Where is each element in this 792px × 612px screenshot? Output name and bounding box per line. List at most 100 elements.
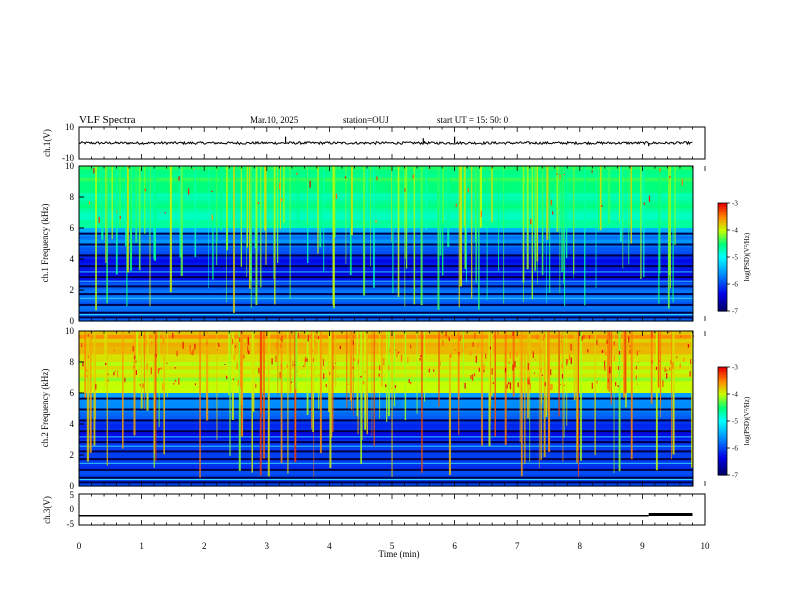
spectrogram-hotspot xyxy=(517,382,519,388)
spectrogram-hotspot xyxy=(666,373,668,379)
spectrogram-hotspot xyxy=(659,360,661,362)
spectrogram-hotspot xyxy=(489,346,491,350)
spectrogram-hotspot xyxy=(410,382,412,385)
spectrogram-row xyxy=(79,389,693,394)
spectrogram-row xyxy=(79,262,693,268)
colorbar-cell xyxy=(718,287,727,290)
spectrogram-streak xyxy=(245,166,247,227)
spectrogram-hotspot xyxy=(541,374,543,376)
spectrogram-hotspot xyxy=(604,366,606,371)
spectrogram-streak xyxy=(295,331,298,389)
colorbar-label: log(PSD)(V²/Hz) xyxy=(743,232,751,281)
spectrogram-streak xyxy=(607,331,610,390)
spectrogram-streak xyxy=(229,331,231,456)
spectrogram-row xyxy=(79,305,693,310)
colorbar-cell xyxy=(718,227,727,230)
colorbar-cell xyxy=(718,419,727,422)
spectrogram-streak xyxy=(350,166,353,236)
spectrogram-hotspot xyxy=(352,340,354,345)
spectrogram-streak xyxy=(613,331,615,474)
spectrogram-streak xyxy=(457,331,460,400)
spectrogram-hotspot xyxy=(664,367,666,373)
colorbar-cell xyxy=(718,283,727,286)
spectrogram-hotspot xyxy=(475,355,477,363)
spectrogram-hotspot xyxy=(659,167,661,172)
spectrogram-hotspot xyxy=(568,354,571,361)
spectrogram-hotspot xyxy=(410,344,412,349)
colorbar-cell xyxy=(718,417,727,420)
ch1-waveform-series xyxy=(78,140,693,146)
spectrogram-hotspot xyxy=(428,368,430,373)
spectrogram-hotspot xyxy=(483,363,485,370)
spectrogram-streak xyxy=(393,331,396,407)
spectrogram-band xyxy=(79,468,693,471)
spectrogram-band xyxy=(79,430,693,433)
spectrogram-streak xyxy=(413,166,416,305)
spectrogram-hotspot xyxy=(135,370,137,375)
spectrogram-hotspot xyxy=(189,345,191,352)
colorbar-cell xyxy=(718,217,727,220)
ch1-spectrogram-heatmap xyxy=(79,166,693,322)
spectrogram-streak xyxy=(618,166,620,222)
spectrogram-hotspot xyxy=(583,334,585,339)
spectrogram-hotspot xyxy=(477,342,479,348)
spectrogram-streak xyxy=(349,331,352,401)
colorbar-cell xyxy=(718,285,727,288)
spectrogram-streak xyxy=(333,166,335,309)
colorbar-cell xyxy=(718,221,727,224)
spectrogram-hotspot xyxy=(337,375,339,378)
spectrogram-hotspot xyxy=(478,367,480,372)
spectrogram-row xyxy=(79,381,693,386)
spectrogram-row xyxy=(79,478,693,483)
spectrogram-streak xyxy=(597,166,600,231)
figure-title: VLF Spectra xyxy=(79,114,136,126)
spectrogram-streak xyxy=(531,166,533,300)
spectrogram-hotspot xyxy=(258,367,260,374)
spectrogram-hotspot xyxy=(239,337,241,343)
spectrogram-streak xyxy=(641,166,643,228)
spectrogram-streak xyxy=(277,331,279,396)
spectrogram-hotspot xyxy=(615,382,617,386)
spectrogram-band xyxy=(79,481,693,484)
colorbar-cell xyxy=(718,243,727,246)
spectrogram-hotspot xyxy=(286,364,288,368)
spectrogram-hotspot xyxy=(135,360,137,363)
spectrogram-streak xyxy=(125,166,127,246)
spectrogram-streak xyxy=(256,166,258,251)
colorbar-cell xyxy=(718,453,727,456)
spectrogram-hotspot xyxy=(280,343,282,348)
colorbar-cell xyxy=(718,441,727,444)
spectrogram-streak xyxy=(163,331,165,455)
spectrogram-hotspot xyxy=(133,366,135,369)
spectrogram-streak xyxy=(263,331,265,459)
spectrogram-hotspot xyxy=(231,338,234,345)
spectrogram-hotspot xyxy=(303,365,305,367)
spectrogram-streak xyxy=(672,166,674,303)
spectrogram-band xyxy=(79,232,693,235)
spectrogram-hotspot xyxy=(618,366,620,370)
spectrogram-hotspot xyxy=(559,384,561,385)
colorbar-cell xyxy=(718,207,727,210)
spectrogram-streak xyxy=(115,166,118,275)
colorbar-cell xyxy=(718,279,727,282)
spectrogram-hotspot xyxy=(87,333,89,337)
spectrogram-streak xyxy=(360,331,362,464)
spectrogram-streak xyxy=(122,331,124,449)
frequency-tick-label: 4 xyxy=(70,254,75,264)
spectrogram-streak xyxy=(562,331,564,462)
spectrogram-row xyxy=(79,373,693,379)
spectrogram-streak xyxy=(437,166,440,310)
spectrogram-hotspot xyxy=(509,351,511,359)
spectrogram-hotspot xyxy=(608,359,610,364)
date-label: Mar.10, 2025 xyxy=(250,115,299,125)
spectrogram-streak xyxy=(323,166,325,221)
spectrogram-hotspot xyxy=(107,373,109,376)
frequency-tick-label: 2 xyxy=(70,450,75,460)
spectrogram-hotspot xyxy=(353,358,355,361)
colorbar-cell xyxy=(718,377,727,380)
spectrogram-hotspot xyxy=(607,378,609,383)
spectrogram-hotspot xyxy=(540,348,542,354)
spectrogram-streak xyxy=(465,166,467,283)
spectrogram-hotspot xyxy=(247,346,249,353)
spectrogram-streak xyxy=(630,331,633,460)
